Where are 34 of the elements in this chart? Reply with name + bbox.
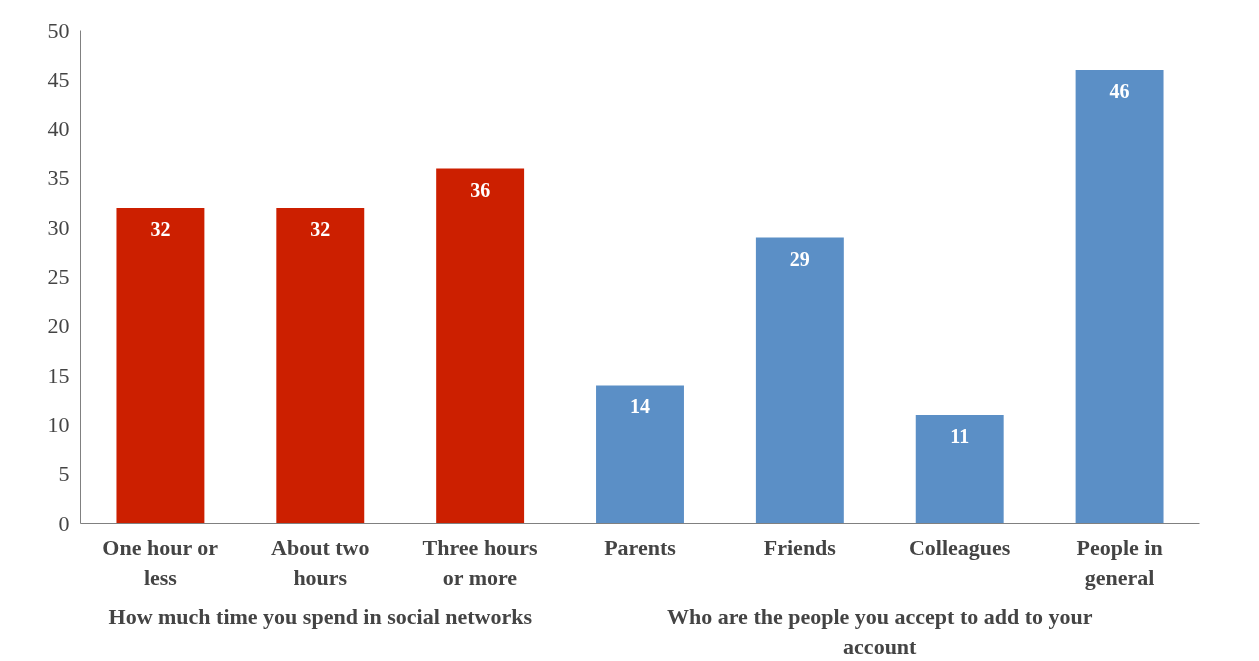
x-tick-label: Parents	[604, 534, 677, 560]
x-tick-label: About two hours	[271, 534, 370, 590]
y-tick-label: 0	[58, 510, 70, 536]
y-tick-label: 30	[47, 214, 70, 240]
y-tick-label: 40	[47, 116, 70, 142]
y-tick-label: 20	[47, 313, 70, 339]
y-tick-label: 5	[58, 461, 70, 487]
x-tick-label: Three hours or more	[422, 534, 539, 590]
data-label: 14	[630, 395, 650, 418]
data-label: 29	[789, 247, 810, 270]
bar	[1075, 69, 1164, 524]
bar	[915, 415, 1004, 524]
bar	[755, 237, 844, 524]
y-tick-label: 50	[47, 17, 70, 43]
data-label: 32	[310, 217, 331, 240]
data-label: 32	[150, 217, 171, 240]
x-tick-label: Colleagues	[909, 534, 1011, 560]
y-tick-label: 10	[47, 411, 70, 437]
x-tick-label: Friends	[763, 534, 837, 560]
bar	[596, 385, 684, 524]
bar	[116, 207, 205, 524]
text: How much time you spend in social networks	[108, 603, 533, 629]
y-tick-label: 45	[47, 66, 70, 92]
x-tick-label: People in general	[1076, 534, 1163, 590]
y-tick-label: 15	[47, 362, 70, 388]
data-label: 11	[950, 425, 970, 448]
data-label: 46	[1109, 79, 1130, 102]
y-tick-label: 25	[47, 264, 70, 289]
bar	[436, 168, 525, 524]
x-tick-label: One hour or less	[102, 534, 219, 590]
bar	[276, 207, 365, 524]
y-tick-label: 35	[47, 165, 70, 191]
text: Who are the people you accept to add to your account	[667, 603, 1093, 659]
data-label: 36	[470, 178, 491, 201]
